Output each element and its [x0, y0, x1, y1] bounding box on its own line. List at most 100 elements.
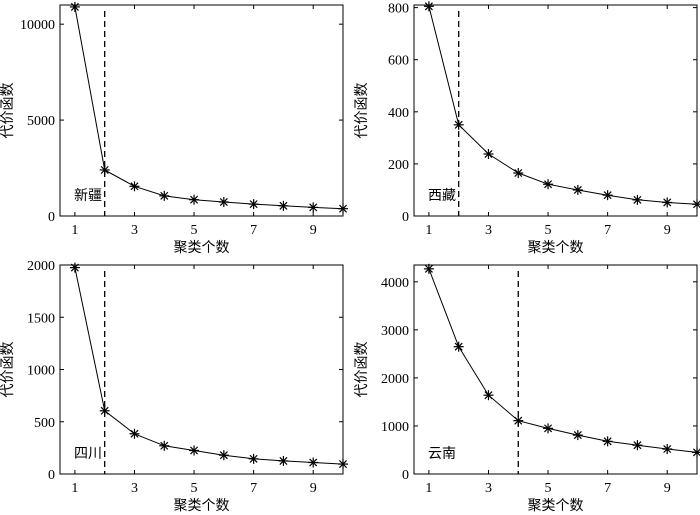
x-tick-label: 7: [604, 481, 611, 496]
x-tick-label: 5: [191, 223, 198, 238]
x-tick-label: 1: [425, 481, 432, 496]
x-tick-label: 9: [310, 223, 317, 238]
data-point-marker: [69, 262, 80, 273]
data-point-marker: [572, 184, 583, 195]
x-axis-label: 聚类个数: [174, 240, 230, 256]
x-tick-label: 1: [425, 223, 432, 238]
axes-frame: [59, 264, 344, 475]
region-label: 西藏: [428, 188, 456, 204]
ticks: 1 3 5 7 9 0 5000 10000: [20, 5, 343, 238]
data-point-marker: [218, 196, 229, 207]
axes-frame: [59, 4, 344, 217]
data-point-marker: [159, 190, 170, 201]
x-axis-label: 聚类个数: [174, 498, 230, 514]
x-tick-label: 3: [131, 223, 138, 238]
data-point-marker: [129, 428, 140, 439]
data-point-marker: [423, 263, 434, 274]
data-point-marker: [513, 168, 524, 179]
data-point-marker: [248, 199, 259, 210]
cost-curve: [74, 6, 344, 210]
panel-yunnan: 1 3 5 7 9 0 1000 2000 3000 4000 云南 聚类个数 代价函数: [354, 263, 700, 514]
data-point-marker: [662, 444, 673, 455]
data-point-marker: [308, 457, 319, 468]
x-tick-label: 9: [310, 481, 317, 496]
data-point-marker: [692, 447, 700, 458]
ticks: 1 3 5 7 9 0 500 1000 1500 2000: [27, 259, 343, 496]
data-point-marker: [278, 455, 289, 466]
y-tick-label: 800: [388, 2, 409, 17]
x-tick-label: 7: [250, 223, 257, 238]
region-label: 新疆: [74, 188, 102, 204]
data-point-marker: [99, 405, 110, 416]
x-tick-label: 9: [664, 223, 671, 238]
data-point-marker: [423, 1, 434, 12]
data-point-marker: [129, 181, 140, 192]
data-point-marker: [69, 1, 80, 12]
ticks: 1 3 5 7 9 0 200 400 600 800: [388, 2, 697, 238]
cost-curve: [74, 267, 344, 465]
y-axis-label: 代价函数: [0, 342, 16, 398]
x-axis-label: 聚类个数: [528, 240, 584, 256]
x-tick-label: 5: [545, 223, 552, 238]
data-point-marker: [513, 415, 524, 426]
data-point-marker: [278, 200, 289, 211]
y-tick-label: 0: [402, 468, 409, 483]
x-tick-label: 1: [71, 223, 78, 238]
data-point-marker: [632, 440, 643, 451]
data-point-marker: [453, 341, 464, 352]
data-point-marker: [338, 203, 348, 214]
data-point-marker: [572, 430, 583, 441]
y-tick-label: 1000: [27, 364, 55, 379]
data-point-marker: [632, 194, 643, 205]
y-tick-label: 2000: [381, 372, 409, 387]
y-tick-label: 1000: [381, 420, 409, 435]
y-tick-label: 400: [388, 106, 409, 121]
y-tick-label: 500: [34, 416, 55, 431]
markers: [69, 262, 348, 470]
x-tick-label: 7: [250, 481, 257, 496]
data-point-marker: [308, 202, 319, 213]
region-label: 云南: [428, 446, 456, 462]
data-point-marker: [483, 149, 494, 160]
x-tick-label: 3: [131, 481, 138, 496]
ticks: 1 3 5 7 9 0 1000 2000 3000 4000: [381, 265, 697, 496]
y-tick-label: 0: [402, 210, 409, 225]
panel-xinjiang: 1 3 5 7 9 0 5000 10000 新疆 聚类个数 代价函数: [0, 1, 348, 256]
y-axis-label: 代价函数: [354, 342, 370, 398]
data-point-marker: [662, 197, 673, 208]
cost-curve: [428, 6, 698, 205]
markers: [423, 1, 700, 210]
y-tick-label: 200: [388, 158, 409, 173]
cost-curve: [428, 268, 698, 453]
x-tick-label: 5: [191, 481, 198, 496]
y-tick-label: 0: [48, 468, 55, 483]
y-tick-label: 600: [388, 54, 409, 69]
data-point-marker: [602, 436, 613, 447]
data-point-marker: [692, 199, 700, 210]
y-axis-label: 代价函数: [354, 83, 370, 139]
data-point-marker: [159, 440, 170, 451]
data-point-marker: [453, 119, 464, 130]
data-point-marker: [602, 190, 613, 201]
y-tick-label: 0: [48, 210, 55, 225]
data-point-marker: [338, 459, 348, 470]
data-point-marker: [483, 390, 494, 401]
markers: [423, 263, 700, 458]
markers: [69, 1, 348, 214]
y-tick-label: 3000: [381, 324, 409, 339]
x-tick-label: 7: [604, 223, 611, 238]
y-tick-label: 10000: [20, 18, 55, 33]
y-tick-label: 4000: [381, 276, 409, 291]
y-tick-label: 5000: [27, 114, 55, 129]
data-point-marker: [189, 194, 200, 205]
region-label: 四川: [74, 446, 102, 462]
data-point-marker: [218, 450, 229, 461]
axes-frame: [413, 4, 698, 217]
data-point-marker: [248, 453, 259, 464]
axes-frame: [413, 264, 698, 475]
y-tick-label: 1500: [27, 311, 55, 326]
x-tick-label: 9: [664, 481, 671, 496]
x-tick-label: 1: [71, 481, 78, 496]
x-tick-label: 5: [545, 481, 552, 496]
